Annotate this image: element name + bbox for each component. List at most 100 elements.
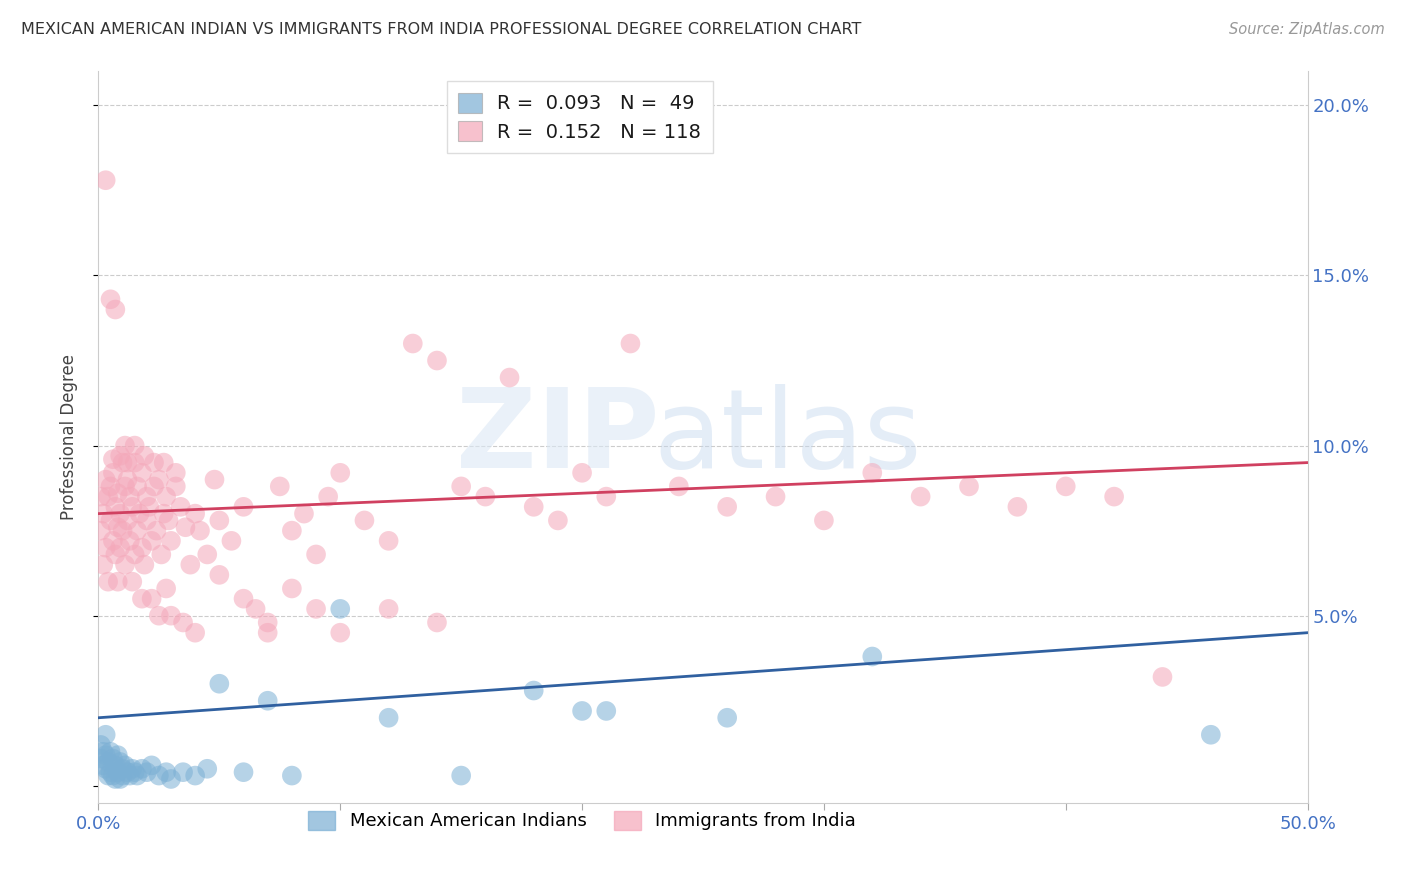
Point bbox=[131, 762, 153, 776]
Point bbox=[117, 456, 139, 470]
Point bbox=[101, 751, 124, 765]
Point bbox=[232, 500, 254, 514]
Point bbox=[595, 704, 617, 718]
Point bbox=[150, 548, 173, 562]
Point bbox=[195, 762, 218, 776]
Point bbox=[90, 751, 112, 765]
Point bbox=[143, 479, 166, 493]
Point bbox=[256, 694, 278, 708]
Point bbox=[114, 758, 136, 772]
Point bbox=[118, 533, 141, 548]
Point bbox=[148, 473, 170, 487]
Point bbox=[155, 582, 177, 596]
Point bbox=[91, 758, 114, 772]
Point bbox=[1199, 728, 1222, 742]
Point bbox=[104, 302, 127, 317]
Point bbox=[157, 513, 180, 527]
Point bbox=[94, 748, 117, 763]
Point bbox=[165, 479, 187, 493]
Point bbox=[101, 768, 124, 782]
Point bbox=[134, 449, 156, 463]
Point bbox=[97, 490, 120, 504]
Point bbox=[97, 755, 120, 769]
Point bbox=[208, 567, 231, 582]
Point bbox=[523, 500, 546, 514]
Point bbox=[91, 507, 114, 521]
Point bbox=[101, 466, 124, 480]
Point bbox=[117, 513, 139, 527]
Point bbox=[117, 765, 139, 780]
Point bbox=[124, 765, 146, 780]
Point bbox=[100, 513, 122, 527]
Point bbox=[145, 524, 167, 538]
Text: atlas: atlas bbox=[654, 384, 922, 491]
Point bbox=[232, 765, 254, 780]
Point bbox=[127, 768, 149, 782]
Point bbox=[131, 541, 153, 555]
Point bbox=[141, 758, 163, 772]
Point bbox=[121, 500, 143, 514]
Point bbox=[329, 466, 352, 480]
Point bbox=[111, 768, 134, 782]
Point bbox=[94, 541, 117, 555]
Point bbox=[155, 490, 177, 504]
Point bbox=[143, 456, 166, 470]
Point bbox=[165, 466, 187, 480]
Point bbox=[135, 490, 157, 504]
Point bbox=[450, 479, 472, 493]
Point bbox=[141, 533, 163, 548]
Point bbox=[160, 772, 183, 786]
Point bbox=[329, 625, 352, 640]
Point bbox=[94, 173, 117, 187]
Point bbox=[256, 625, 278, 640]
Point bbox=[121, 574, 143, 589]
Point bbox=[269, 479, 291, 493]
Point bbox=[172, 615, 194, 630]
Point bbox=[135, 513, 157, 527]
Point bbox=[402, 336, 425, 351]
Point bbox=[184, 625, 207, 640]
Text: ZIP: ZIP bbox=[456, 384, 659, 491]
Point bbox=[107, 574, 129, 589]
Point bbox=[813, 513, 835, 527]
Point bbox=[94, 473, 117, 487]
Point bbox=[957, 479, 980, 493]
Point bbox=[91, 558, 114, 572]
Point bbox=[90, 490, 112, 504]
Point bbox=[114, 479, 136, 493]
Point bbox=[523, 683, 546, 698]
Point bbox=[204, 473, 226, 487]
Point bbox=[131, 466, 153, 480]
Point bbox=[377, 711, 399, 725]
Point bbox=[1054, 479, 1077, 493]
Point bbox=[184, 507, 207, 521]
Point bbox=[127, 524, 149, 538]
Point bbox=[107, 748, 129, 763]
Point bbox=[100, 479, 122, 493]
Point bbox=[111, 456, 134, 470]
Point bbox=[118, 768, 141, 782]
Point bbox=[169, 500, 191, 514]
Point bbox=[91, 745, 114, 759]
Point bbox=[716, 500, 738, 514]
Point bbox=[595, 490, 617, 504]
Point bbox=[208, 677, 231, 691]
Point bbox=[305, 602, 328, 616]
Point bbox=[152, 507, 174, 521]
Point bbox=[174, 520, 197, 534]
Point bbox=[450, 768, 472, 782]
Point bbox=[860, 466, 883, 480]
Point bbox=[148, 768, 170, 782]
Point bbox=[111, 524, 134, 538]
Point bbox=[292, 507, 315, 521]
Point bbox=[90, 524, 112, 538]
Point bbox=[316, 490, 339, 504]
Point bbox=[100, 293, 122, 307]
Point bbox=[90, 738, 112, 752]
Point bbox=[160, 533, 183, 548]
Point bbox=[107, 486, 129, 500]
Y-axis label: Professional Degree: Professional Degree bbox=[59, 354, 77, 520]
Point bbox=[104, 548, 127, 562]
Point bbox=[221, 533, 243, 548]
Point bbox=[114, 439, 136, 453]
